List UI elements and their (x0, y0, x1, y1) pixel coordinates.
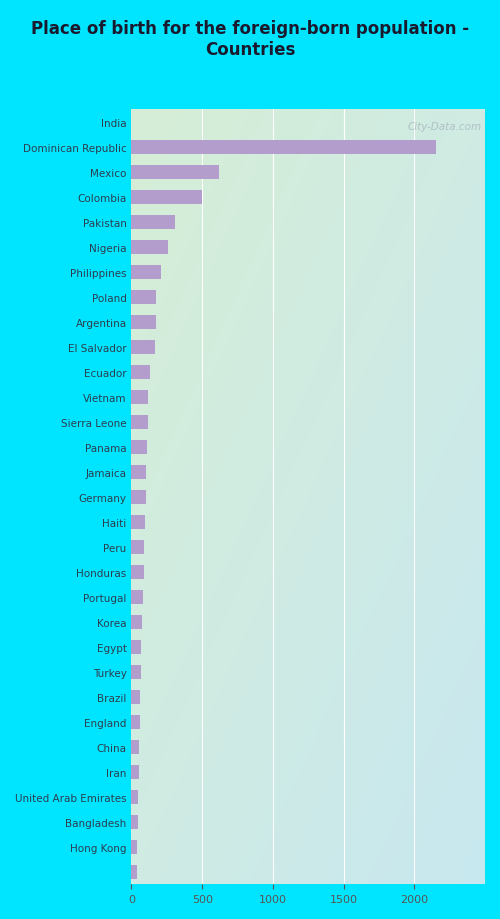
Bar (132, 641, 141, 654)
Bar (132, 491, 145, 504)
Bar (132, 516, 145, 529)
Bar (132, 216, 176, 230)
Bar (132, 565, 143, 579)
Text: Place of birth for the foreign-born population -
Countries: Place of birth for the foreign-born popu… (31, 20, 469, 59)
Bar (132, 765, 139, 778)
Bar (132, 740, 140, 754)
Bar (132, 315, 156, 329)
Bar (132, 840, 138, 854)
Bar (132, 590, 143, 604)
Bar (132, 790, 138, 804)
Bar (132, 440, 147, 454)
Bar (132, 141, 436, 154)
Bar (132, 690, 140, 704)
Bar (132, 266, 161, 279)
Bar (132, 465, 146, 479)
Text: City-Data.com: City-Data.com (408, 121, 482, 131)
Bar (132, 865, 137, 879)
Bar (132, 290, 156, 304)
Bar (132, 391, 148, 404)
Bar (132, 615, 142, 629)
Bar (132, 540, 144, 554)
Bar (132, 340, 155, 354)
Bar (132, 366, 150, 380)
Bar (132, 715, 140, 729)
Bar (132, 165, 219, 179)
Bar (132, 241, 168, 255)
Bar (132, 190, 202, 204)
Bar (132, 815, 138, 829)
Bar (132, 415, 148, 429)
Bar (132, 665, 140, 679)
